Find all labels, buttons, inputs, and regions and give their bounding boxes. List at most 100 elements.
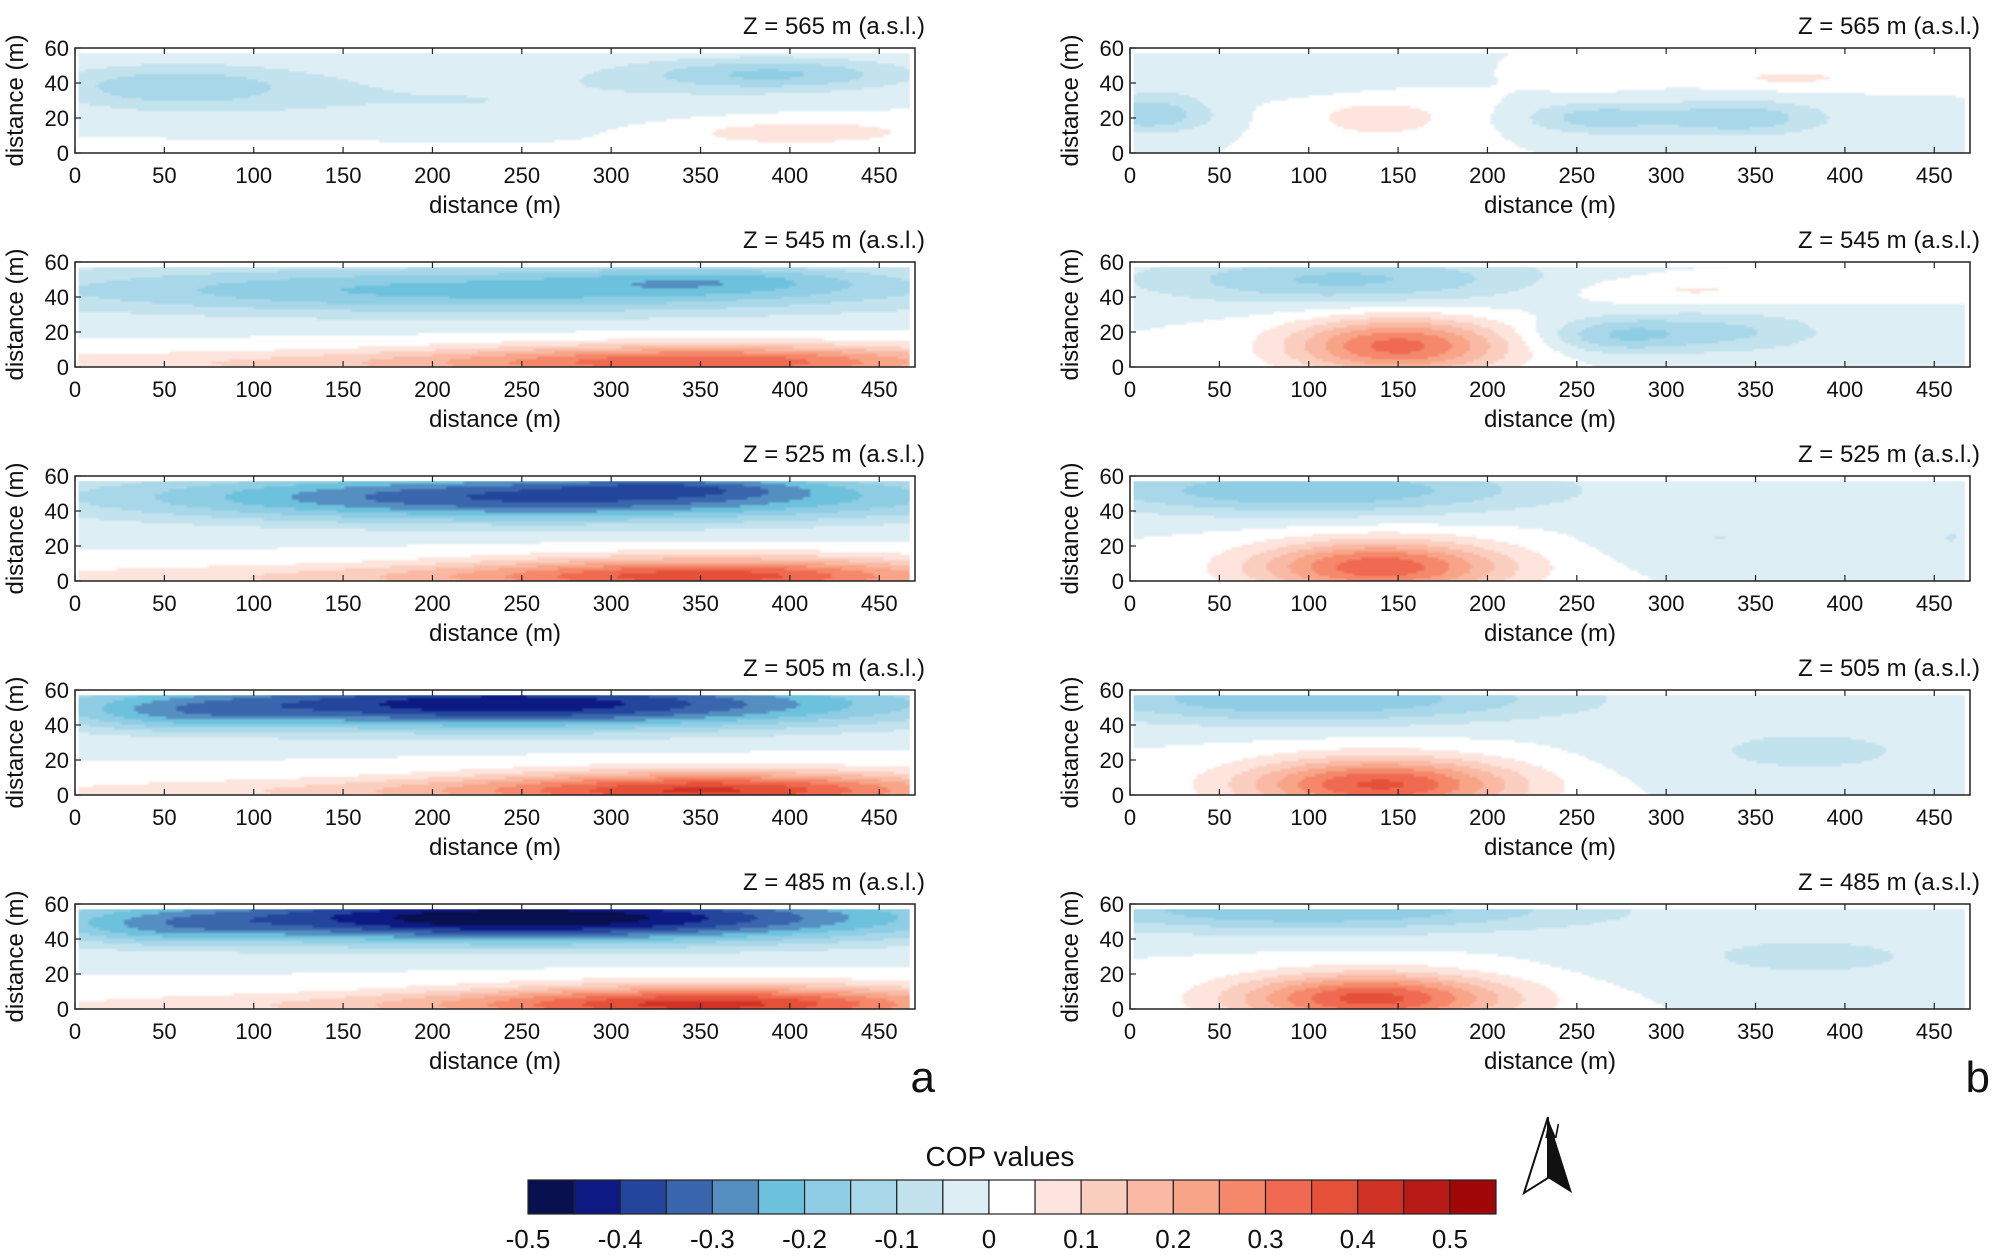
x-tick-label: 200: [1469, 591, 1506, 616]
colorbar-swatch: [1218, 1179, 1267, 1215]
panel-a-1: 0 50 100 150 200 250 300 350 400 450 0 20 40 60 distan…: [2, 13, 925, 219]
x-tick-label: 150: [325, 377, 362, 402]
x-tick-label: 100: [1290, 377, 1327, 402]
x-tick-label: 350: [1737, 591, 1774, 616]
x-tick-label: 300: [1648, 163, 1685, 188]
x-tick-label: 0: [1124, 163, 1136, 188]
colorbar-tick-label: 0.5: [1432, 1224, 1468, 1254]
x-tick-label: 250: [1558, 377, 1595, 402]
x-tick-label: 350: [682, 1019, 719, 1044]
y-axis-label: distance (m): [2, 676, 29, 808]
z-level-title: Z = 505 m (a.s.l.): [1798, 655, 1980, 682]
x-tick-label: 150: [1380, 591, 1417, 616]
x-tick-label: 300: [1648, 1019, 1685, 1044]
x-tick-label: 150: [325, 163, 362, 188]
x-tick-label: 100: [235, 591, 272, 616]
x-tick-label: 400: [772, 163, 809, 188]
x-axis-label: distance (m): [429, 834, 561, 861]
x-tick-label: 350: [682, 377, 719, 402]
x-tick-label: 50: [152, 591, 176, 616]
x-tick-label: 50: [1207, 163, 1231, 188]
x-tick-label: 100: [235, 377, 272, 402]
y-tick-label: 20: [45, 962, 69, 987]
contour-field: [78, 53, 910, 153]
colorbar-swatch: [1172, 1179, 1221, 1215]
y-tick-label: 0: [57, 783, 69, 808]
x-tick-label: 100: [235, 163, 272, 188]
x-tick-label: 150: [325, 591, 362, 616]
x-tick-label: 50: [1207, 805, 1231, 830]
y-tick-label: 0: [57, 355, 69, 380]
x-tick-label: 250: [503, 805, 540, 830]
z-level-title: Z = 545 m (a.s.l.): [1798, 227, 1980, 254]
column-a: 0 50 100 150 200 250 300 350 400 4500204060distan…: [2, 13, 936, 1102]
north-arrow: N: [1522, 1116, 1572, 1196]
y-tick-label: 20: [1100, 962, 1124, 987]
plot-frame: [1129, 689, 1971, 796]
y-axis-label: distance (m): [1057, 34, 1084, 166]
colorbar-tick-label: 0.4: [1340, 1224, 1376, 1254]
x-tick-label: 400: [1827, 805, 1864, 830]
x-tick-label: 400: [1827, 1019, 1864, 1044]
y-tick-label: 20: [45, 748, 69, 773]
x-tick-label: 450: [1916, 805, 1953, 830]
y-axis-label: distance (m): [2, 34, 29, 166]
y-tick-label: 60: [1100, 892, 1124, 917]
y-tick-label: 40: [45, 713, 69, 738]
y-tick-label: 0: [57, 141, 69, 166]
x-tick-label: 50: [152, 163, 176, 188]
y-tick-label: 0: [1112, 141, 1124, 166]
y-tick-label: 0: [57, 997, 69, 1022]
x-tick-label: 200: [1469, 377, 1506, 402]
x-tick-label: 200: [414, 805, 451, 830]
x-tick-label: 300: [593, 805, 630, 830]
x-tick-label: 200: [1469, 163, 1506, 188]
x-tick-label: 250: [503, 377, 540, 402]
x-tick-label: 300: [1648, 591, 1685, 616]
x-tick-label: 400: [1827, 591, 1864, 616]
colorbar-swatch: [573, 1179, 621, 1215]
y-tick-label: 0: [1112, 569, 1124, 594]
colorbar-swatch: [757, 1179, 806, 1215]
y-tick-label: 20: [45, 106, 69, 131]
z-level-title: Z = 505 m (a.s.l.): [743, 655, 925, 682]
colorbar-swatch: [1126, 1179, 1174, 1215]
x-tick-label: 300: [593, 1019, 630, 1044]
x-tick-label: 0: [69, 805, 81, 830]
panels-layer: 0 50 100 150 200 250 300 350 400 4500204060distan…: [2, 13, 1990, 1102]
y-tick-label: 20: [1100, 320, 1124, 345]
x-tick-label: 0: [1124, 805, 1136, 830]
y-tick-label: 40: [1100, 285, 1124, 310]
x-tick-label: 100: [1290, 163, 1327, 188]
colorbar-tick-label: 0.2: [1155, 1224, 1191, 1254]
y-tick-label: 60: [45, 464, 69, 489]
x-axis-label: distance (m): [1484, 406, 1616, 433]
colorbar-swatch: [1264, 1179, 1313, 1215]
x-axis-label: distance (m): [429, 1048, 561, 1075]
colorbar-swatch: [1403, 1179, 1451, 1215]
colorbar-tick-label: -0.4: [598, 1224, 643, 1254]
x-tick-label: 150: [1380, 377, 1417, 402]
x-tick-label: 50: [1207, 1019, 1231, 1044]
x-tick-label: 300: [1648, 805, 1685, 830]
contour-field: [1133, 53, 1965, 153]
z-level-title: Z = 485 m (a.s.l.): [1798, 869, 1980, 896]
x-tick-label: 0: [1124, 1019, 1136, 1044]
z-level-title: Z = 565 m (a.s.l.): [1798, 13, 1980, 40]
y-tick-label: 20: [1100, 748, 1124, 773]
colorbar-swatch: [665, 1179, 713, 1215]
colorbar-swatch: [896, 1179, 944, 1215]
x-axis-label: distance (m): [429, 620, 561, 647]
y-axis-label: distance (m): [2, 248, 29, 380]
z-level-title: Z = 525 m (a.s.l.): [1798, 441, 1980, 468]
x-tick-label: 100: [1290, 1019, 1327, 1044]
y-tick-label: 60: [1100, 678, 1124, 703]
y-tick-label: 40: [1100, 71, 1124, 96]
x-tick-label: 300: [593, 377, 630, 402]
panel-b-1: 0 50 100 150 200 250 300 350 400 450 0 20 40 60 distan…: [1057, 13, 1980, 219]
colorbar-swatch: [1080, 1179, 1128, 1215]
y-tick-label: 20: [45, 534, 69, 559]
colorbar-swatch: [527, 1179, 575, 1215]
x-tick-label: 200: [1469, 1019, 1506, 1044]
colorbar-title: COP values: [926, 1141, 1075, 1172]
